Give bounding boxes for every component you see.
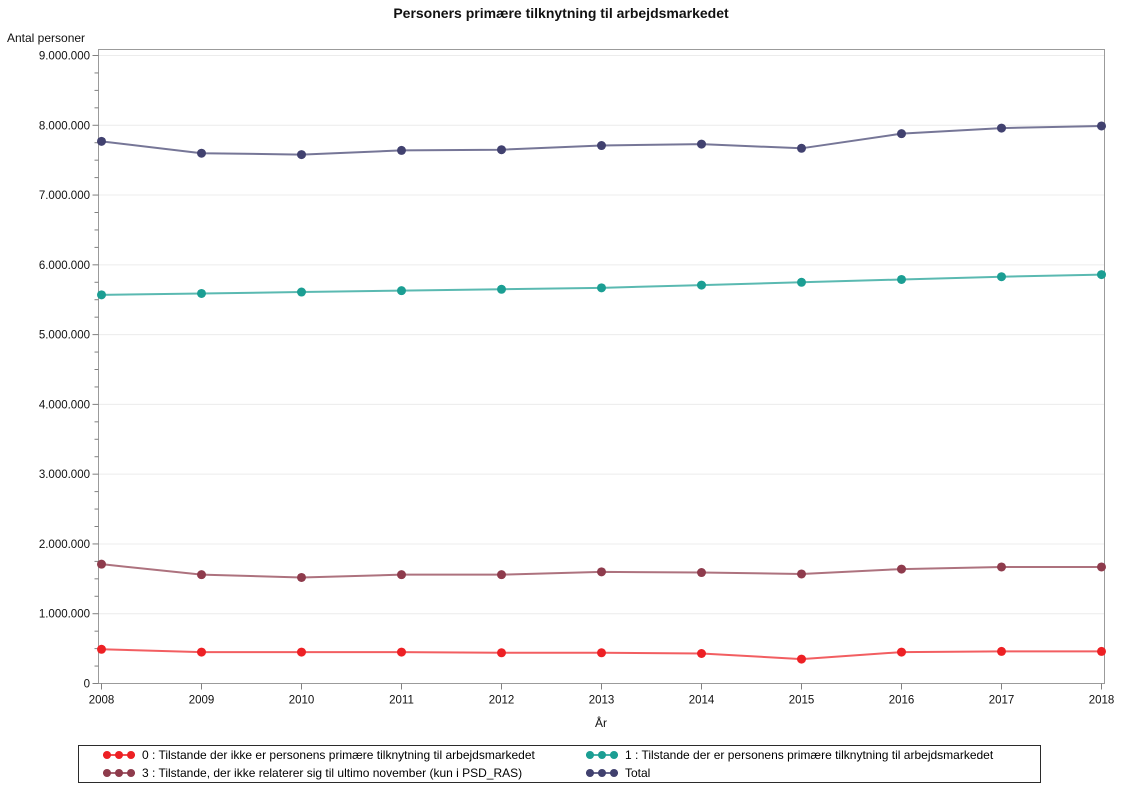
x-tick-label: 2017 bbox=[989, 695, 1015, 707]
series-point-3-2013 bbox=[597, 567, 606, 577]
legend-label-state-3: 3 : Tilstande, der ikke relaterer sig ti… bbox=[142, 766, 523, 780]
series-point-3-2017 bbox=[997, 562, 1006, 572]
series-point-3-2018 bbox=[1097, 562, 1106, 572]
y-tick-label: 1.000.000 bbox=[39, 609, 90, 621]
series-point-1-2011 bbox=[397, 286, 406, 296]
x-axis-title: År bbox=[595, 716, 607, 730]
series-point-total-2011 bbox=[397, 145, 406, 155]
series-point-0-2011 bbox=[397, 647, 406, 657]
series-point-3-2014 bbox=[697, 568, 706, 578]
chart-title: Personers primære tilknytning til arbejd… bbox=[393, 5, 729, 21]
x-tick-label: 2009 bbox=[189, 695, 215, 707]
legend-item-state-3: 3 : Tilstande, der ikke relaterer sig ti… bbox=[103, 766, 586, 781]
series-point-total-2008 bbox=[97, 136, 106, 146]
series-point-0-2012 bbox=[497, 648, 506, 658]
series-point-3-2015 bbox=[797, 569, 806, 579]
series-point-0-2013 bbox=[597, 648, 606, 658]
x-tick-label: 2010 bbox=[289, 695, 315, 707]
series-point-1-2008 bbox=[97, 290, 106, 300]
series-point-0-2009 bbox=[197, 647, 206, 657]
x-tick-label: 2014 bbox=[689, 695, 715, 707]
series-point-total-2016 bbox=[897, 129, 906, 139]
series-line-total bbox=[101, 124, 1102, 156]
legend: 0 : Tilstande der ikke er personens prim… bbox=[78, 745, 1041, 783]
y-axis-title: Antal personer bbox=[7, 31, 86, 45]
y-tick-label: 5.000.000 bbox=[39, 330, 90, 342]
legend-label-state-1: 1 : Tilstande der er personens primære t… bbox=[625, 748, 994, 762]
series-point-0-2017 bbox=[997, 646, 1006, 656]
series-point-3-2016 bbox=[897, 564, 906, 574]
x-tick-label: 2013 bbox=[589, 695, 615, 707]
series-point-0-2016 bbox=[897, 647, 906, 657]
line-marker-icon bbox=[103, 769, 135, 778]
x-tick-label: 2008 bbox=[89, 695, 115, 707]
series-point-3-2010 bbox=[297, 572, 306, 582]
legend-item-state-1: 1 : Tilstande der er personens primære t… bbox=[586, 748, 993, 763]
x-tick-label: 2016 bbox=[889, 695, 915, 707]
series-point-0-2010 bbox=[297, 647, 306, 657]
series-point-total-2012 bbox=[497, 145, 506, 155]
x-tick-label: 2018 bbox=[1089, 695, 1115, 707]
legend-label-total: Total bbox=[625, 766, 651, 780]
series-point-1-2009 bbox=[197, 288, 206, 298]
y-tick-label: 2.000.000 bbox=[39, 539, 90, 551]
series-point-3-2008 bbox=[97, 559, 106, 569]
series-point-1-2016 bbox=[897, 274, 906, 284]
series-point-total-2018 bbox=[1097, 121, 1106, 131]
series-point-1-2018 bbox=[1097, 270, 1106, 280]
legend-column-left: 0 : Tilstande der ikke er personens prim… bbox=[103, 748, 586, 781]
series-point-total-2017 bbox=[997, 123, 1006, 133]
series-point-total-2015 bbox=[797, 143, 806, 153]
series-point-0-2018 bbox=[1097, 646, 1106, 656]
y-tick-label: 4.000.000 bbox=[39, 399, 90, 411]
line-marker-icon bbox=[103, 751, 135, 760]
series-point-3-2012 bbox=[497, 570, 506, 580]
x-tick-label: 2015 bbox=[789, 695, 815, 707]
x-tick-label: 2012 bbox=[489, 695, 515, 707]
series-point-1-2015 bbox=[797, 277, 806, 287]
y-tick-label: 8.000.000 bbox=[39, 120, 90, 132]
series-point-0-2008 bbox=[97, 644, 106, 654]
series-point-total-2014 bbox=[697, 139, 706, 149]
series-point-3-2009 bbox=[197, 570, 206, 580]
series-point-1-2013 bbox=[597, 283, 606, 293]
series-point-0-2015 bbox=[797, 654, 806, 664]
series-point-0-2014 bbox=[697, 648, 706, 658]
legend-label-state-0: 0 : Tilstande der ikke er personens prim… bbox=[142, 748, 535, 762]
y-tick-label: 6.000.000 bbox=[39, 260, 90, 272]
series-point-1-2014 bbox=[697, 280, 706, 290]
y-tick-label: 7.000.000 bbox=[39, 190, 90, 202]
series-point-1-2017 bbox=[997, 272, 1006, 282]
series-point-1-2012 bbox=[497, 284, 506, 294]
series-point-total-2013 bbox=[597, 141, 606, 151]
y-tick-label: 9.000.000 bbox=[39, 51, 90, 63]
x-tick-label: 2011 bbox=[389, 695, 414, 707]
line-marker-icon bbox=[586, 751, 618, 760]
legend-item-state-0: 0 : Tilstande der ikke er personens prim… bbox=[103, 748, 586, 763]
series-point-1-2010 bbox=[297, 287, 306, 297]
legend-item-total: Total bbox=[586, 766, 993, 781]
line-marker-icon bbox=[586, 769, 618, 778]
series-point-total-2009 bbox=[197, 148, 206, 158]
legend-column-right: 1 : Tilstande der er personens primære t… bbox=[586, 748, 993, 781]
series-point-total-2010 bbox=[297, 150, 306, 160]
y-tick-label: 0 bbox=[84, 679, 90, 691]
series-point-3-2011 bbox=[397, 570, 406, 580]
y-tick-label: 3.000.000 bbox=[39, 469, 90, 481]
